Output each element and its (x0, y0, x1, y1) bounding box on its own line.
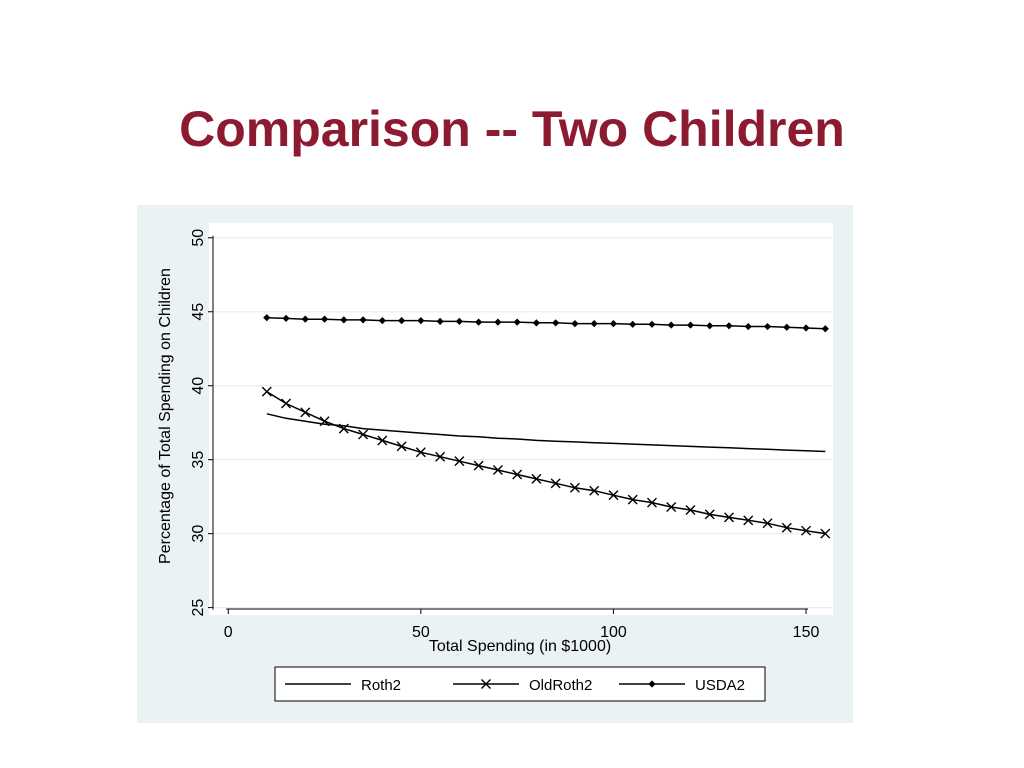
x-marker (492, 465, 503, 476)
x-marker (743, 515, 754, 526)
x-marker (454, 456, 465, 467)
x-axis-label: Total Spending (in $1000) (429, 638, 611, 655)
series-line (266, 413, 826, 453)
legend-label: USDA2 (695, 677, 745, 694)
diamond-marker (552, 319, 560, 327)
x-marker (338, 423, 349, 434)
y-tick-label: 35 (190, 451, 207, 469)
diamond-marker (590, 319, 598, 328)
x-marker (781, 522, 792, 533)
x-marker (569, 482, 580, 493)
x-marker (646, 497, 657, 508)
y-tick-label: 50 (190, 229, 207, 247)
series-oldroth2 (261, 386, 831, 539)
x-marker (396, 441, 407, 452)
diamond-marker (397, 317, 406, 325)
x-marker (666, 502, 677, 513)
diamond-marker (475, 318, 483, 326)
y-tick-label: 45 (190, 303, 207, 321)
diamond-marker (667, 321, 675, 329)
y-tick-label: 25 (190, 599, 207, 617)
legend: Roth2 OldRoth2 USDA2 (274, 666, 766, 702)
line-chart: 25 30 35 40 45 50 0 50 100 150 Total Spending (in… (157, 223, 833, 702)
x-tick-label: 50 (412, 624, 430, 641)
x-marker (261, 386, 272, 397)
x-marker (724, 512, 734, 523)
y-tick-label: 30 (190, 525, 207, 543)
x-marker (481, 679, 491, 689)
x-marker (801, 525, 812, 536)
slide-title: Comparison -- Two Children (179, 101, 845, 157)
legend-entry-oldroth2: OldRoth2 (453, 677, 592, 694)
x-marker (685, 504, 696, 515)
diamond-marker (706, 322, 714, 330)
x-marker (512, 469, 523, 480)
diamond-marker (629, 320, 637, 328)
diamond-marker (359, 316, 367, 324)
diamond-marker (301, 315, 309, 323)
diamond-marker (436, 317, 444, 325)
diamond-marker (513, 318, 521, 326)
x-marker (608, 490, 619, 501)
x-marker (300, 407, 311, 418)
legend-entry-roth2: Roth2 (285, 677, 401, 694)
x-tick-label: 100 (600, 624, 627, 641)
diamond-marker (282, 314, 290, 323)
diamond-marker (378, 317, 386, 325)
y-axis-label: Percentage of Total Spending on Children (157, 268, 174, 564)
x-tick-label: 0 (224, 624, 233, 641)
y-tick-label: 40 (190, 377, 207, 395)
legend-label: OldRoth2 (529, 677, 592, 694)
diamond-marker (532, 319, 541, 327)
series-line (266, 390, 826, 535)
x-marker (589, 485, 600, 496)
chart-panel: 25 30 35 40 45 50 0 50 100 150 Total Spending (in… (137, 205, 853, 723)
series-roth2 (266, 413, 826, 453)
x-tick-label: 150 (793, 624, 820, 641)
legend-entry-usda2: USDA2 (619, 677, 745, 694)
x-marker (377, 435, 388, 446)
diamond-marker (609, 319, 618, 328)
diamond-marker (725, 322, 733, 330)
x-marker (415, 447, 426, 458)
diamond-marker (320, 315, 329, 323)
plot-area (209, 223, 833, 615)
diamond-marker (686, 321, 695, 329)
diamond-marker (648, 320, 656, 328)
x-marker (704, 509, 715, 520)
x-marker (435, 451, 446, 462)
diamond-marker (455, 317, 463, 325)
x-marker (627, 494, 638, 505)
x-marker (319, 416, 330, 427)
diamond-marker (494, 318, 502, 326)
legend-label: Roth2 (361, 677, 401, 694)
x-marker (550, 478, 561, 489)
diamond-marker (648, 680, 656, 688)
x-marker (762, 518, 773, 529)
x-marker (358, 429, 369, 440)
x-marker (531, 473, 542, 484)
diamond-marker (571, 319, 579, 328)
diamond-marker (340, 316, 348, 324)
grid-lines (213, 237, 833, 609)
diamond-marker (417, 317, 425, 325)
x-marker (281, 398, 292, 409)
x-marker (820, 528, 831, 539)
axes: 25 30 35 40 45 50 0 50 100 150 (190, 229, 819, 641)
x-marker (473, 460, 484, 471)
